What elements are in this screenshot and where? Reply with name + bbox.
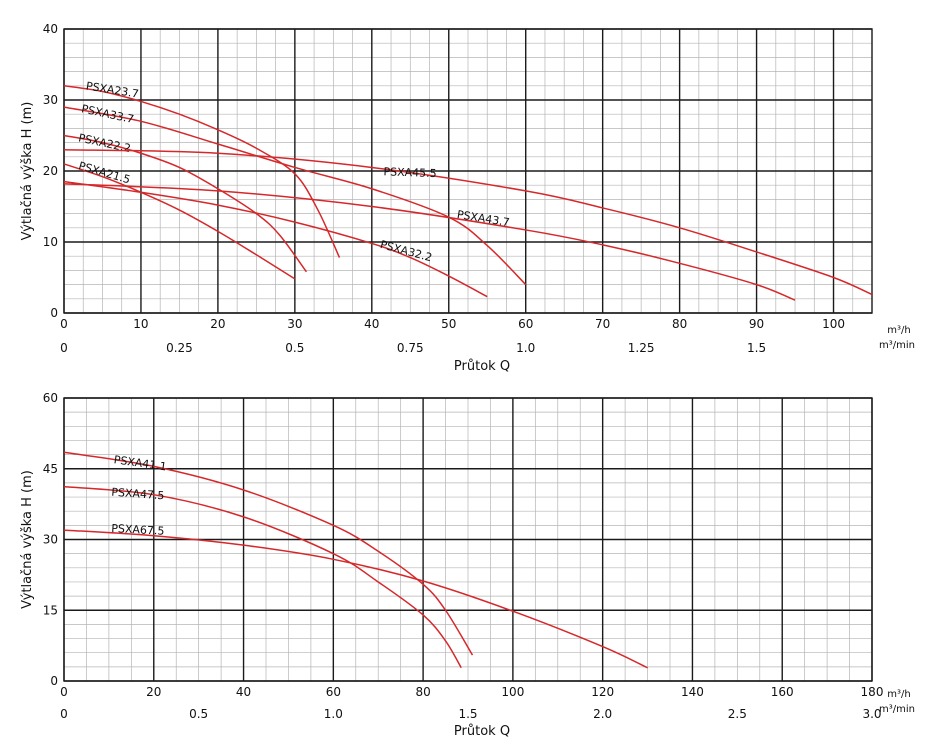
- chart2-curve-psxa47-5: [63, 485, 462, 669]
- chart2-x-tick-label: 0: [60, 685, 68, 699]
- chart1-x2-tick-label: 0.75: [397, 341, 424, 355]
- chart2-x2-tick-label: 2.0: [593, 707, 612, 721]
- chart2-curve-psxa67-5: [63, 529, 648, 669]
- chart1-curve-label: PSXA45.5: [383, 165, 437, 180]
- chart1-curve-label: PSXA21.5: [77, 159, 132, 186]
- chart1-curve-psxa43-7: [63, 183, 796, 301]
- chart1-y-tick-label: 40: [43, 22, 58, 36]
- chart2-x-tick-label: 160: [771, 685, 794, 699]
- chart2-x-tick-label: 60: [326, 685, 341, 699]
- chart1-x2-tick-label: 1.5: [747, 341, 766, 355]
- chart1-x-tick-label: 80: [672, 317, 687, 331]
- chart2-curve-label: PSXA47.5: [111, 486, 165, 503]
- chart2-x2-tick-label: 2.5: [728, 707, 747, 721]
- chart2-x2-unit: m³/min: [879, 704, 915, 715]
- chart2-x-unit: m³/h: [887, 689, 910, 700]
- chart1-x2-tick-label: 0.5: [285, 341, 304, 355]
- chart2-x2-tick-label: 3.0: [862, 707, 881, 721]
- chart1-x2-tick-label: 1.0: [516, 341, 535, 355]
- chart2-x-tick-label: 120: [591, 685, 614, 699]
- chart2-x2-tick-label: 1.0: [324, 707, 343, 721]
- chart1-x-tick-label: 20: [210, 317, 225, 331]
- chart2-y-tick-label: 15: [43, 603, 58, 617]
- chart1-x-tick-label: 30: [287, 317, 302, 331]
- chart1-group: 0 10 20 30 40 0 10 20 30 40 50 60 70 80 90 100 0 0.25 0.5 0…: [20, 22, 915, 374]
- chart1-curve-psxa32-2: [63, 180, 488, 298]
- chart1-x-unit: m³/h: [887, 325, 910, 336]
- chart2-x2-tick-label: 1.5: [458, 707, 477, 721]
- chart2-group: 0 15 30 45 60 0 20 40 60 80 100 120 140 160 180 0 0.5 1.0…: [20, 391, 915, 739]
- chart1-curve-psxa22-2: [63, 134, 308, 273]
- chart2-y-tick-label: 60: [43, 391, 58, 405]
- chart1-x-tick-label: 40: [364, 317, 379, 331]
- chart1-x2-tick-label: 0: [60, 341, 68, 355]
- chart1-x-tick-label: 90: [749, 317, 764, 331]
- chart2-curve-psxa41-1: [63, 451, 474, 656]
- chart1-x-tick-label: 100: [822, 317, 845, 331]
- chart1-x2-tick-label: 1.25: [628, 341, 655, 355]
- chart1-x-tick-label: 70: [595, 317, 610, 331]
- chart1-x-axis-title: Průtok Q: [454, 359, 510, 374]
- chart1-y-tick-label: 30: [43, 93, 58, 107]
- chart2-x-tick-label: 180: [861, 685, 884, 699]
- chart2-y-tick-label: 45: [43, 462, 58, 476]
- chart2-y-tick-label: 0: [50, 674, 58, 688]
- chart2-x-tick-label: 80: [415, 685, 430, 699]
- chart1-y-axis-title: Výtlačná výška H (m): [20, 102, 35, 241]
- chart2-x-tick-label: 140: [681, 685, 704, 699]
- chart1-x-tick-label: 10: [133, 317, 148, 331]
- chart1-y-tick-label: 0: [50, 306, 58, 320]
- chart1-x2-tick-label: 0.25: [166, 341, 193, 355]
- chart2-plot-frame: [63, 397, 873, 682]
- chart1-x-tick-label: 0: [60, 317, 68, 331]
- chart2-x2-tick-label: 0: [60, 707, 68, 721]
- chart2-curve-label: PSXA41.1: [113, 453, 167, 473]
- chart2-curve-label: PSXA67.5: [111, 522, 165, 538]
- chart1-y-tick-label: 20: [43, 164, 58, 178]
- chart1-x-tick-label: 50: [441, 317, 456, 331]
- chart1-curve-psxa23-7: [63, 85, 341, 258]
- chart1-curve-label: PSXA33.7: [80, 102, 135, 126]
- chart1-curve-psxa21-5: [63, 163, 296, 280]
- chart1-plot-frame: [63, 28, 873, 314]
- chart2-x2-tick-label: 0.5: [189, 707, 208, 721]
- chart2-x-tick-label: 20: [146, 685, 161, 699]
- chart1-curve-psxa33-7: [63, 106, 527, 286]
- chart2-x-tick-label: 100: [501, 685, 524, 699]
- chart1-y-tick-label: 10: [43, 235, 58, 249]
- chart2-x-axis-title: Průtok Q: [454, 724, 510, 739]
- chart2-y-tick-label: 30: [43, 533, 58, 547]
- chart2-x-tick-label: 40: [236, 685, 251, 699]
- chart2-y-axis-title: Výtlačná výška H (m): [20, 470, 35, 609]
- chart1-curve-psxa45-5: [63, 148, 873, 296]
- chart1-x2-unit: m³/min: [879, 340, 915, 351]
- chart1-curve-label: PSXA23.7: [85, 79, 140, 100]
- chart1-x-tick-label: 60: [518, 317, 533, 331]
- chart1-curve-label: PSXA22.2: [77, 131, 132, 155]
